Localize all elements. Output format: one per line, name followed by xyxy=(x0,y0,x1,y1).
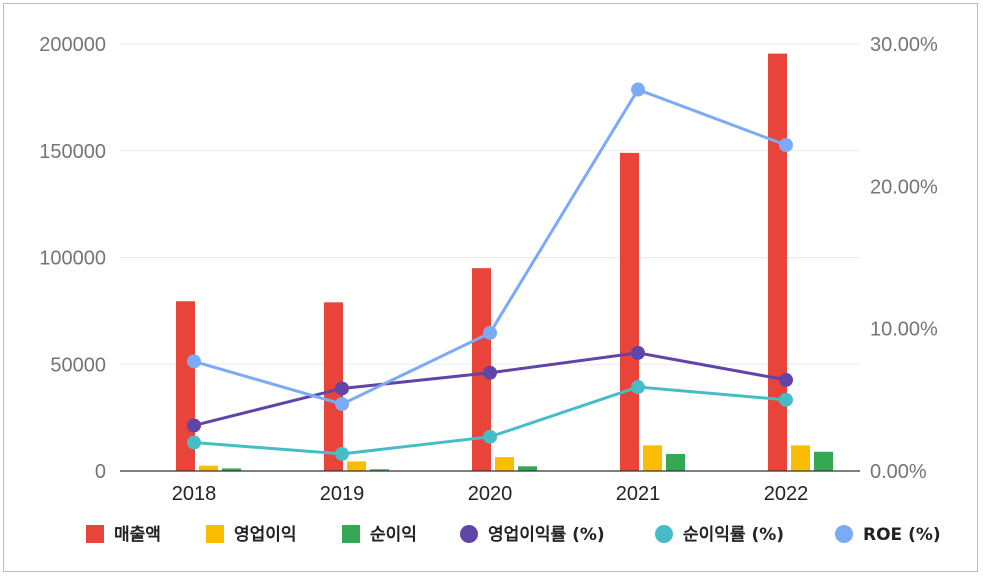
left-tick-label: 50000 xyxy=(50,354,106,376)
legend-label: 순이익률 (%) xyxy=(683,525,784,545)
bar-1-4 xyxy=(791,445,810,471)
line-point-1-3 xyxy=(631,380,645,395)
bar-0-3 xyxy=(620,152,639,471)
bar-1-2 xyxy=(495,457,514,471)
bar-2-1 xyxy=(370,469,389,471)
left-tick-label: 100000 xyxy=(39,248,106,270)
bar-1-3 xyxy=(643,445,662,471)
line-point-0-1 xyxy=(335,381,349,396)
x-tick-label: 2022 xyxy=(764,483,809,505)
left-tick-label: 0 xyxy=(95,461,106,483)
x-axis-ticks: 2018 2019 2020 2021 2022 xyxy=(172,483,809,505)
x-tick-label: 2020 xyxy=(468,483,513,505)
bar-2-0 xyxy=(222,468,241,471)
right-tick-label: 20.00% xyxy=(870,176,938,198)
legend-swatch xyxy=(86,525,104,543)
line-point-0-3 xyxy=(631,345,645,360)
bar-1-0 xyxy=(199,465,218,471)
legend-swatch xyxy=(655,525,673,543)
bar-0-1 xyxy=(324,302,343,471)
legend: 매출액 영업이익 순이익 영업이익률 (%) 순이익률 (%) ROE (%) xyxy=(86,525,941,545)
bar-2-3 xyxy=(666,453,685,471)
bar-0-2 xyxy=(472,268,491,471)
legend-swatch xyxy=(206,525,224,543)
line-point-1-1 xyxy=(335,446,349,461)
bar-1-1 xyxy=(347,461,366,471)
left-tick-label: 150000 xyxy=(39,141,106,163)
x-tick-label: 2021 xyxy=(616,483,661,505)
legend-swatch xyxy=(342,525,360,543)
bar-2-4 xyxy=(814,451,833,471)
line-point-0-4 xyxy=(779,372,793,387)
line-point-1-2 xyxy=(483,429,497,444)
x-tick-label: 2018 xyxy=(172,483,217,505)
line-point-2-4 xyxy=(779,138,793,153)
left-tick-label: 200000 xyxy=(39,34,106,56)
line-point-1-4 xyxy=(779,392,793,407)
line-point-2-2 xyxy=(483,325,497,340)
legend-label: 영업이익 xyxy=(234,525,297,545)
legend-swatch xyxy=(460,525,478,543)
line-point-0-2 xyxy=(483,365,497,380)
bar-0-4 xyxy=(768,53,787,472)
legend-label: ROE (%) xyxy=(863,525,941,545)
line-point-0-0 xyxy=(187,418,201,433)
right-axis-ticks: 0.00% 10.00% 20.00% 30.00% xyxy=(870,34,938,483)
x-tick-label: 2019 xyxy=(320,483,365,505)
right-tick-label: 0.00% xyxy=(870,461,927,483)
legend-swatch xyxy=(835,525,853,543)
right-tick-label: 10.00% xyxy=(870,319,938,341)
bar-2-2 xyxy=(518,466,537,471)
line-series xyxy=(187,82,793,461)
line-point-2-0 xyxy=(187,354,201,369)
legend-label: 영업이익률 (%) xyxy=(488,525,605,545)
legend-label: 매출액 xyxy=(114,525,161,545)
line-point-2-1 xyxy=(335,397,349,412)
bar-series xyxy=(176,53,833,472)
line-point-2-3 xyxy=(631,82,645,97)
legend-label: 순이익 xyxy=(370,525,417,545)
right-tick-label: 30.00% xyxy=(870,34,938,56)
line-point-1-0 xyxy=(187,435,201,450)
left-axis-ticks: 0 50000 100000 150000 200000 xyxy=(39,34,106,483)
